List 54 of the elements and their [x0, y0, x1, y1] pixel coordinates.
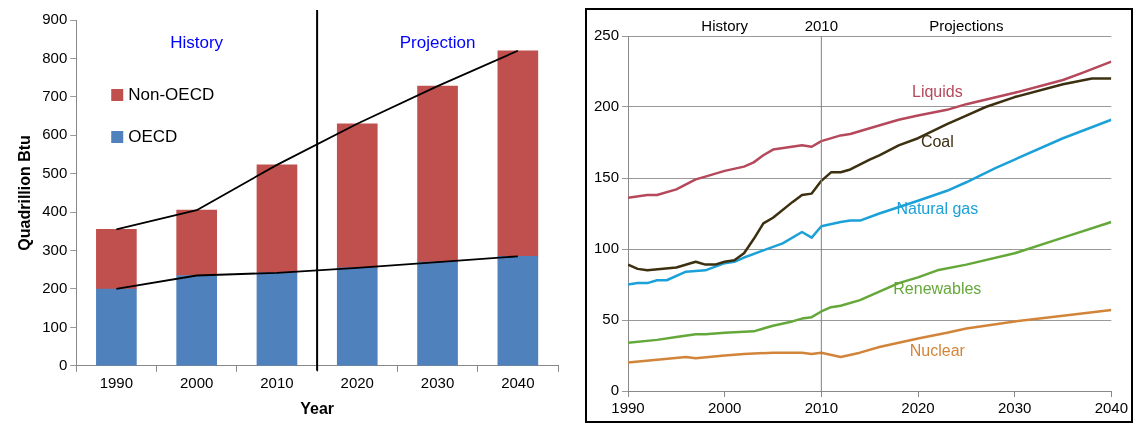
x-tick-label: 1990	[611, 399, 645, 417]
y-tick-label: 250	[594, 26, 620, 44]
y-tick-label: 400	[42, 202, 68, 220]
x-tick-label: 2020	[901, 399, 935, 417]
x-tick-label: 2000	[179, 373, 214, 391]
series-label: Renewables	[893, 279, 982, 297]
bar	[336, 123, 378, 269]
x-tick-label: 2040	[1094, 399, 1128, 417]
series-label: Nuclear	[909, 342, 966, 360]
y-tick-label: 600	[42, 125, 68, 143]
series-label: Coal	[920, 133, 954, 151]
x-tick-label: 2040	[501, 373, 535, 391]
bar	[417, 261, 458, 366]
bar	[256, 272, 298, 366]
bar	[336, 267, 378, 366]
legend-label: OECD	[128, 126, 178, 146]
bar	[96, 288, 137, 366]
legend-label: Non-OECD	[128, 84, 215, 104]
bar	[497, 50, 539, 257]
x-tick-label: 1990	[99, 373, 134, 391]
annotation: History	[170, 32, 224, 52]
y-tick-label: 50	[602, 310, 620, 328]
y-tick-label: 500	[42, 163, 68, 181]
y-tick-label: 900	[42, 10, 68, 28]
bar	[176, 275, 217, 366]
y-tick-label: 0	[58, 355, 68, 373]
x-tick-label: 2010	[804, 399, 839, 417]
y-tick-label: 100	[594, 239, 620, 257]
bar	[176, 209, 217, 276]
series-label: Natural gas	[896, 200, 979, 218]
series-label: Liquids	[911, 83, 963, 101]
x-tick-label: 2000	[708, 399, 742, 417]
x-axis-title: Year	[300, 399, 335, 417]
bar	[417, 85, 458, 263]
text: History	[701, 16, 749, 34]
y-tick-label: 200	[42, 279, 68, 297]
x-tick-label: 2030	[420, 373, 455, 391]
x-tick-label: 2030	[997, 399, 1032, 417]
x-tick-label: 2020	[340, 373, 374, 391]
annotation: Projection	[399, 32, 476, 52]
text: Projections	[929, 16, 1004, 34]
y-tick-label: 150	[594, 168, 620, 186]
y-tick-label: 100	[42, 317, 68, 335]
y-tick-label: 700	[42, 86, 68, 104]
x-tick-label: 2010	[260, 373, 294, 391]
bar	[96, 229, 137, 290]
y-tick-label: 0	[610, 381, 620, 399]
y-tick-label: 200	[594, 97, 620, 115]
ref-line-label: 2010	[804, 16, 839, 34]
y-tick-label: 800	[42, 48, 68, 66]
y-axis-title: Quadrillion Btu	[16, 135, 34, 251]
y-tick-label: 300	[42, 240, 68, 258]
bar	[256, 164, 298, 274]
bar	[497, 255, 539, 366]
